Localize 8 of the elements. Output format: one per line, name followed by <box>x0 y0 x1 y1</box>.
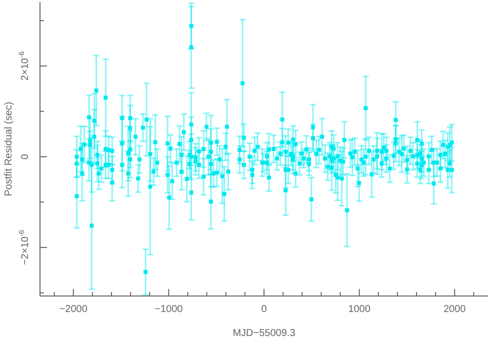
x-tick-label: 0 <box>261 304 268 315</box>
x-tick-label: −1000 <box>154 304 184 315</box>
x-tick-label: −2000 <box>59 304 88 315</box>
x-tick-label: 2000 <box>444 304 466 315</box>
x-tick-label: 1000 <box>348 304 371 315</box>
y-axis-title: Postfit Residual (sec) <box>4 102 15 196</box>
y-tick-label: 0 <box>20 153 31 160</box>
x-axis-title: MJD−55009.3 <box>232 328 296 339</box>
